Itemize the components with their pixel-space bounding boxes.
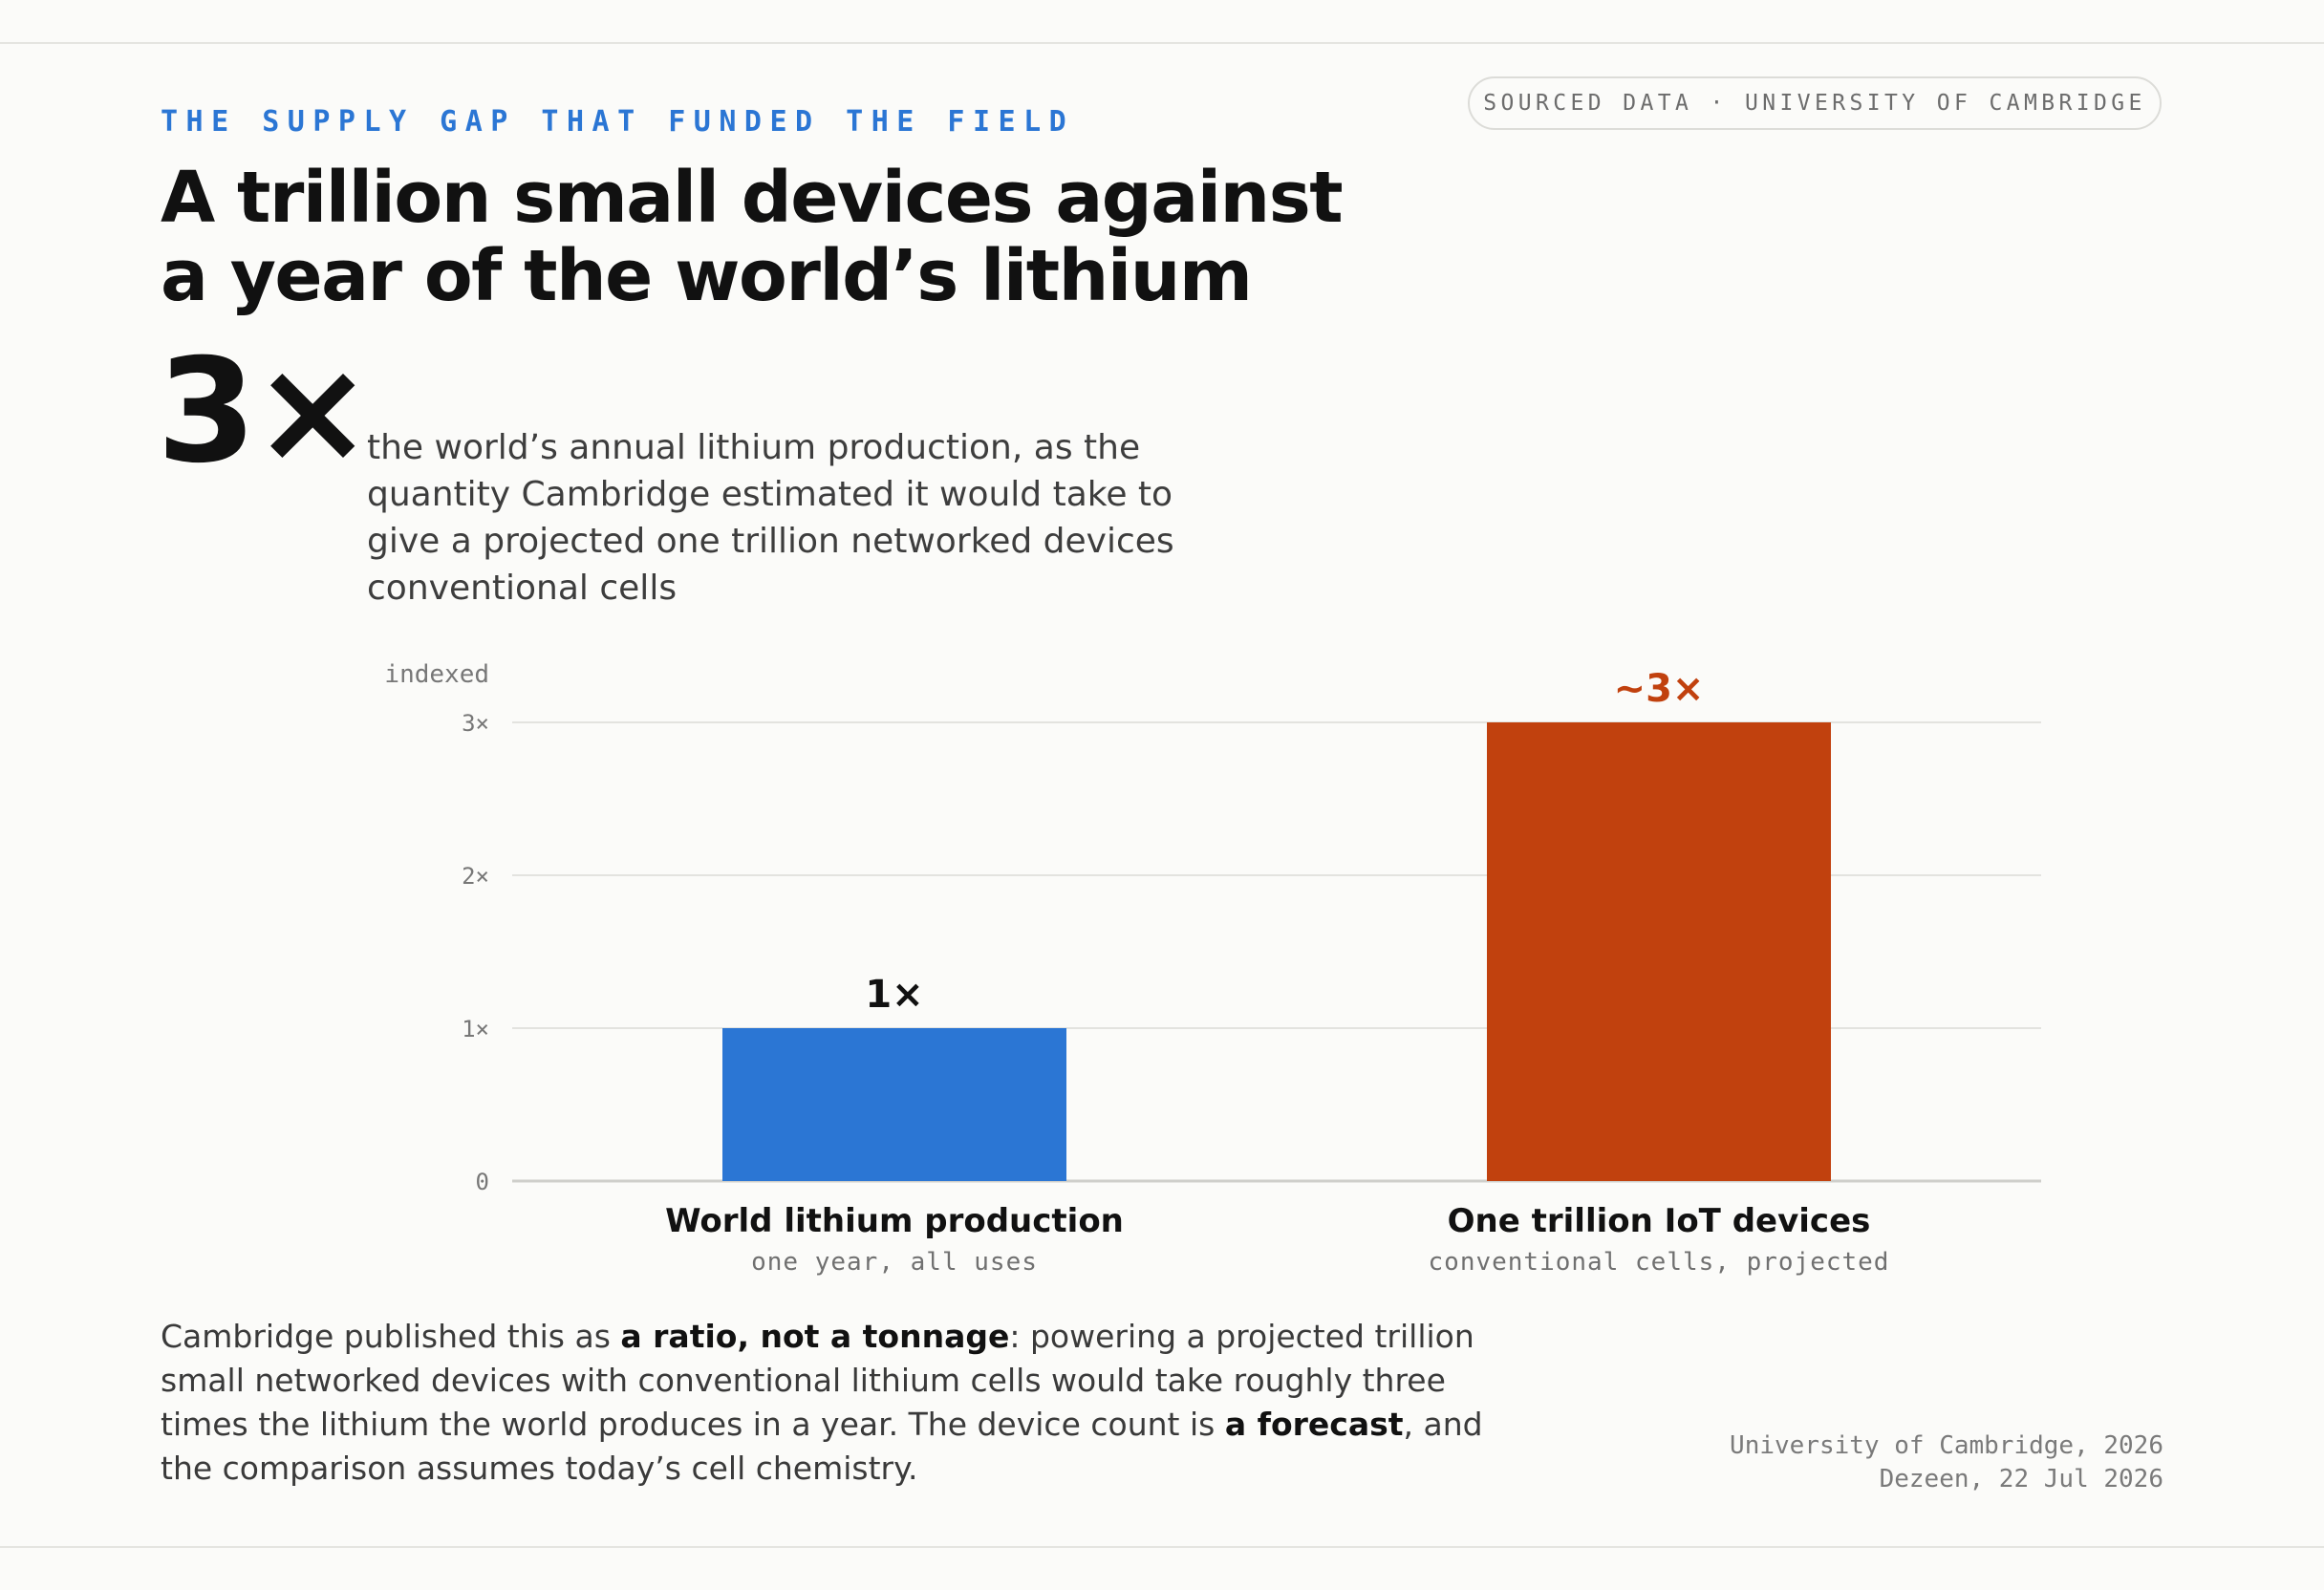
y-axis-label: indexed [384, 660, 489, 689]
y-tick-label: 1× [462, 1016, 489, 1042]
source-badge: SOURCED DATA · UNIVERSITY OF CAMBRIDGE [1468, 76, 2162, 130]
top-divider [0, 42, 2324, 44]
bar [722, 1028, 1066, 1181]
footnote-emphasis-ratio: a ratio, not a tonnage [620, 1318, 1010, 1355]
kicker: THE SUPPLY GAP THAT FUNDED THE FIELD [161, 105, 1075, 139]
footnote-emphasis-forecast: a forecast [1224, 1406, 1404, 1443]
y-tick-label: 0 [476, 1169, 489, 1195]
category-subtitle: one year, all uses [751, 1248, 1038, 1277]
footnote-text-1: Cambridge published this as [161, 1318, 621, 1355]
bar [1487, 722, 1831, 1181]
page-title: A trillion small devices against a year … [161, 157, 1344, 317]
credit-publication: Dezeen, 22 Jul 2026 [1879, 1465, 2163, 1493]
footnote-text-2: : powering a projected trillion small ne… [161, 1318, 1474, 1443]
stat-description: the world’s annual lithium production, a… [367, 428, 1174, 608]
credit-source: University of Cambridge, 2026 [1730, 1431, 2163, 1460]
category-label: One trillion IoT devices [1447, 1202, 1871, 1240]
data-label: 1× [865, 973, 923, 1017]
y-tick-label: 2× [462, 863, 489, 890]
headline-stat: 3× [157, 329, 373, 495]
credits: University of Cambridge, 2026 Dezeen, 22… [1730, 1429, 2163, 1496]
data-label: ~3× [1614, 667, 1705, 711]
category-label: World lithium production [665, 1202, 1124, 1240]
bottom-divider [0, 1546, 2324, 1548]
footnote: Cambridge published this as a ratio, not… [161, 1315, 1498, 1491]
y-tick-label: 3× [462, 710, 489, 737]
category-subtitle: conventional cells, projected [1428, 1248, 1890, 1277]
footnote-text-3: , and the comparison assumes today’s cel… [161, 1406, 1483, 1487]
